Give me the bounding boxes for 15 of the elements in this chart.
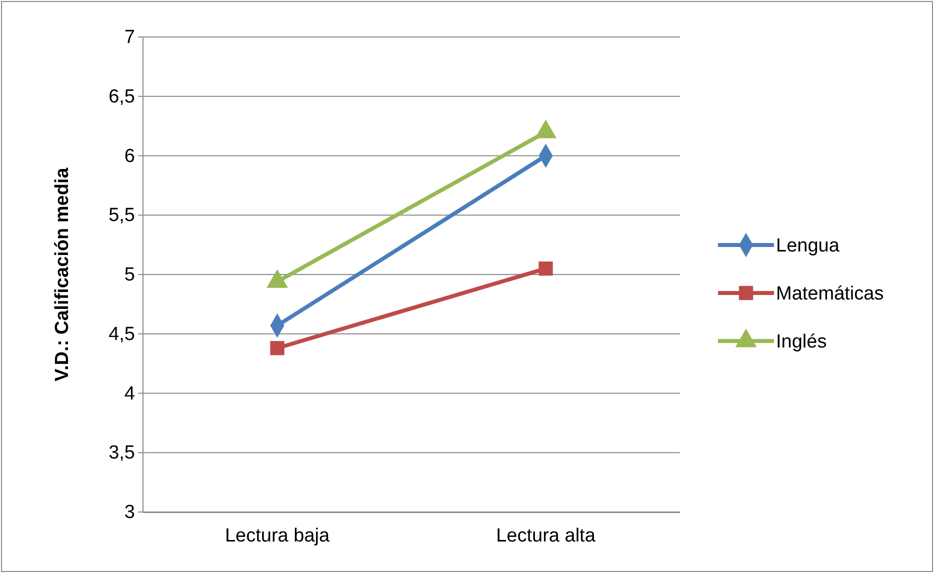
- y-tick-label: 5: [124, 264, 135, 286]
- x-tick-label: Lectura alta: [496, 526, 596, 547]
- y-tick-label: 3,5: [108, 442, 135, 464]
- y-tick-label: 6,5: [108, 86, 135, 108]
- y-axis-title: V.D.: Calificación media: [52, 167, 73, 382]
- y-tick-label: 5,5: [108, 205, 135, 226]
- legend-label: Inglés: [776, 332, 827, 353]
- y-tick-label: 3: [124, 502, 135, 524]
- legend-label: Matemáticas: [776, 284, 884, 305]
- y-tick-label: 7: [124, 27, 135, 48]
- legend-label: Lengua: [776, 236, 840, 257]
- y-tick-label: 6: [124, 146, 135, 167]
- y-tick-label: 4,5: [108, 324, 135, 345]
- x-tick-label: Lectura baja: [224, 526, 330, 547]
- y-tick-label: 4: [124, 383, 136, 404]
